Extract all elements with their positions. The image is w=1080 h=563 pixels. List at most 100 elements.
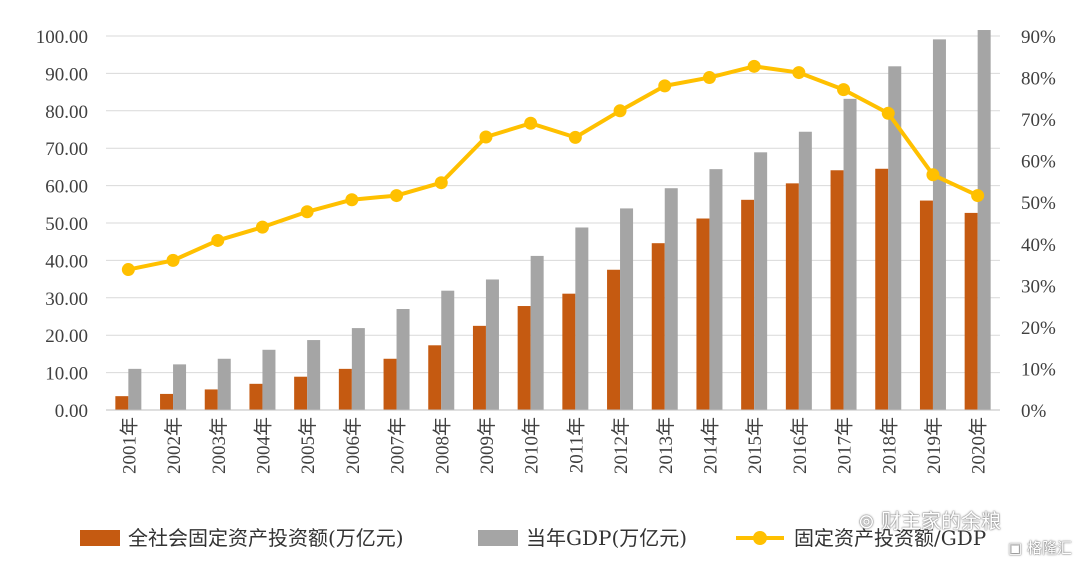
bar-gdp bbox=[709, 169, 723, 410]
x-tick-label: 2017年 bbox=[834, 417, 856, 474]
right-axis-ticks: 0% 10% 20% 30% 40% 50% 60% 70% 80% 90% bbox=[1021, 27, 1056, 422]
ratio-point bbox=[568, 130, 582, 144]
x-tick-label: 2009年 bbox=[476, 417, 498, 474]
bar-gdp bbox=[754, 152, 768, 410]
x-tick-label: 2005年 bbox=[297, 417, 319, 474]
bar-investment bbox=[383, 358, 397, 410]
right-tick-label: 10% bbox=[1021, 359, 1056, 380]
bar-gdp bbox=[307, 340, 321, 410]
ratio-point bbox=[971, 189, 985, 203]
ratio-point bbox=[881, 106, 895, 120]
legend-swatch bbox=[478, 530, 518, 546]
bar-investment bbox=[919, 200, 933, 410]
ratio-point bbox=[300, 205, 314, 219]
right-tick-label: 50% bbox=[1021, 193, 1056, 214]
left-tick-label: 30.00 bbox=[45, 289, 88, 310]
x-tick-label: 2007年 bbox=[387, 417, 409, 474]
right-tick-label: 0% bbox=[1021, 401, 1047, 422]
bar-investment bbox=[472, 325, 486, 410]
left-tick-label: 40.00 bbox=[45, 251, 88, 272]
x-axis-ticks: 2001年 2002年 2003年 2004年 2005年 2006年 2007年 2008年… bbox=[118, 417, 989, 474]
bar-investment bbox=[830, 170, 844, 410]
bar-gdp bbox=[441, 290, 455, 410]
bar-gdp bbox=[217, 358, 231, 410]
ratio-point bbox=[390, 189, 404, 203]
left-tick-label: 50.00 bbox=[45, 214, 88, 235]
legend: 全社会固定资产投资额(万亿元) 当年GDP(万亿元) 固定资产投资额/GDP bbox=[80, 526, 986, 550]
bar-gdp bbox=[798, 131, 812, 410]
right-tick-label: 30% bbox=[1021, 276, 1056, 297]
bar-investment bbox=[875, 168, 889, 410]
x-tick-label: 2006年 bbox=[342, 417, 364, 474]
x-tick-label: 2018年 bbox=[878, 417, 900, 474]
bar-gdp bbox=[977, 30, 991, 411]
legend-marker bbox=[753, 531, 767, 545]
ratio-line bbox=[127, 64, 979, 272]
watermark-account-text: 财主家的余粮 bbox=[881, 509, 1002, 533]
brand-logo-icon: ▣ bbox=[1008, 539, 1023, 557]
bar-gdp bbox=[843, 98, 857, 410]
right-tick-label: 80% bbox=[1021, 69, 1056, 90]
bar-gdp bbox=[664, 188, 678, 410]
right-tick-label: 20% bbox=[1021, 318, 1056, 339]
legend-label: 全社会固定资产投资额(万亿元) bbox=[128, 526, 404, 550]
right-tick-label: 60% bbox=[1021, 152, 1056, 173]
bar-gdp bbox=[351, 328, 365, 410]
ratio-point bbox=[479, 130, 493, 144]
bar-investment bbox=[204, 389, 218, 410]
bar-investment bbox=[294, 376, 308, 410]
left-tick-label: 20.00 bbox=[45, 326, 88, 347]
bar-gdp bbox=[262, 349, 276, 410]
bar-investment bbox=[785, 183, 799, 410]
x-tick-label: 2002年 bbox=[163, 417, 185, 474]
ratio-point bbox=[792, 66, 806, 80]
bars bbox=[115, 30, 991, 411]
ratio-point bbox=[837, 83, 851, 97]
right-tick-label: 70% bbox=[1021, 110, 1056, 131]
bar-gdp bbox=[620, 208, 634, 410]
x-tick-label: 2003年 bbox=[208, 417, 230, 474]
bar-gdp bbox=[396, 309, 410, 410]
x-tick-label: 2013年 bbox=[655, 417, 677, 474]
bar-investment bbox=[741, 199, 755, 410]
bar-gdp bbox=[128, 368, 142, 410]
bar-investment bbox=[964, 212, 978, 410]
left-axis-ticks: 0.00 10.00 20.00 30.00 40.00 50.00 60.00 70.00 8… bbox=[36, 27, 88, 422]
bar-investment bbox=[115, 396, 129, 410]
bar-gdp bbox=[888, 66, 902, 410]
legend-label: 固定资产投资额/GDP bbox=[794, 526, 986, 550]
gridlines bbox=[106, 35, 1000, 374]
wechat-icon: ⊚ bbox=[858, 509, 875, 533]
x-tick-label: 2019年 bbox=[923, 417, 945, 474]
ratio-point bbox=[613, 104, 627, 118]
x-tick-label: 2004年 bbox=[252, 417, 274, 474]
ratio-point bbox=[255, 220, 269, 234]
ratio-point bbox=[926, 168, 940, 182]
right-tick-label: 90% bbox=[1021, 27, 1056, 48]
x-tick-label: 2012年 bbox=[610, 417, 632, 474]
x-tick-label: 2016年 bbox=[789, 417, 811, 474]
ratio-point bbox=[345, 193, 359, 207]
bar-investment bbox=[249, 383, 263, 410]
bar-investment bbox=[607, 269, 621, 410]
x-tick-label: 2010年 bbox=[521, 417, 543, 474]
bar-gdp bbox=[575, 227, 589, 410]
right-tick-label: 40% bbox=[1021, 235, 1056, 256]
bar-investment bbox=[562, 293, 576, 410]
x-tick-label: 2020年 bbox=[968, 417, 990, 474]
ratio-point bbox=[434, 176, 448, 190]
bar-investment bbox=[428, 345, 442, 410]
ratio-line-series bbox=[121, 59, 985, 277]
ratio-point bbox=[166, 253, 180, 267]
left-tick-label: 10.00 bbox=[45, 364, 88, 385]
watermark-account: ⊚ 财主家的余粮 bbox=[858, 505, 1001, 534]
x-tick-label: 2001年 bbox=[118, 417, 140, 474]
x-tick-label: 2011年 bbox=[565, 417, 587, 473]
left-tick-label: 0.00 bbox=[55, 401, 88, 422]
ratio-point bbox=[747, 59, 761, 73]
legend-swatch bbox=[80, 530, 120, 546]
left-tick-label: 80.00 bbox=[45, 102, 88, 123]
watermark-brand-text: 格隆汇 bbox=[1026, 539, 1072, 557]
ratio-point bbox=[524, 116, 538, 130]
